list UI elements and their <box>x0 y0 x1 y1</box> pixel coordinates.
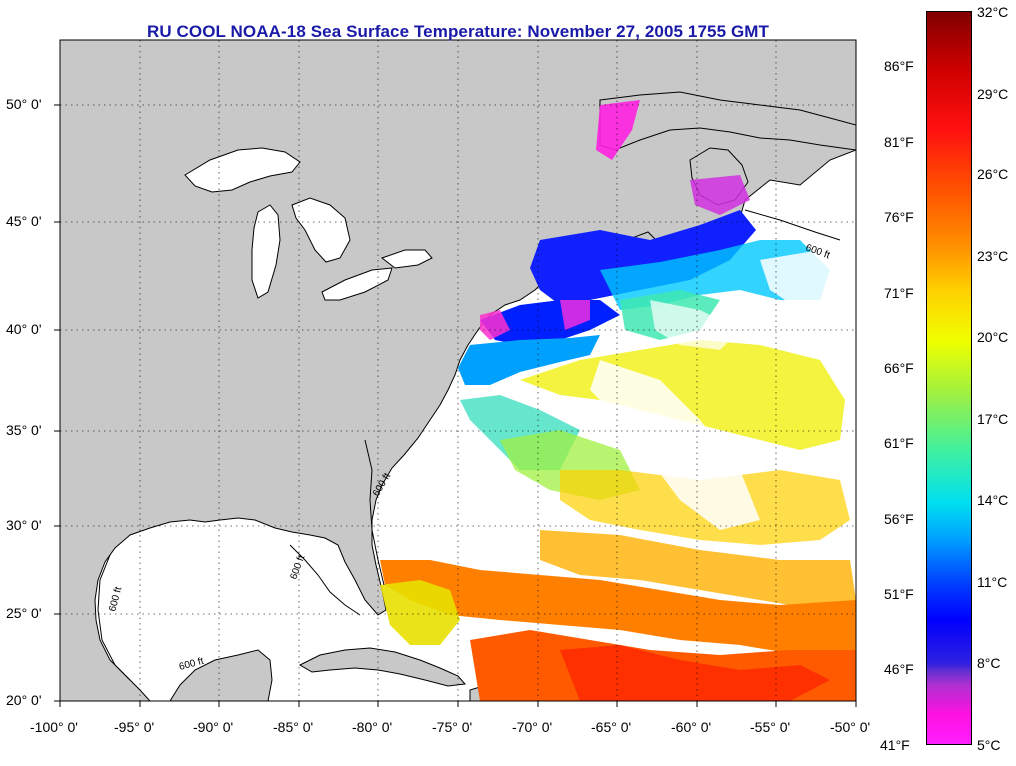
colorbar-fahrenheit-label: 81°F <box>884 134 914 150</box>
lake-superior <box>184 147 301 193</box>
colorbar-celsius-label: 32°C <box>977 4 1009 20</box>
x-tick-label: -70° 0' <box>512 719 553 735</box>
colorbar-fahrenheit-label: 86°F <box>884 58 914 74</box>
x-tick-label: -65° 0' <box>591 719 632 735</box>
temperature-colorbar <box>926 11 972 745</box>
y-tick-label: 30° 0' <box>6 517 42 533</box>
colorbar-celsius-label: 20°C <box>977 329 1009 345</box>
lake-michigan <box>251 204 281 299</box>
colorbar-celsius-label: 8°C <box>977 655 1001 671</box>
colorbar-celsius-label: 23°C <box>977 248 1009 264</box>
colorbar-fahrenheit-label: 76°F <box>884 209 914 225</box>
land-yucatan <box>169 649 273 701</box>
colorbar-celsius-label: 11°C <box>977 574 1008 590</box>
x-tick-label: -95° 0' <box>114 719 155 735</box>
y-tick-label: 20° 0' <box>6 692 42 708</box>
colorbar-fahrenheit-label: 56°F <box>884 511 914 527</box>
colorbar-fahrenheit-label: 61°F <box>884 435 914 451</box>
colorbar-fahrenheit-label: 41°F <box>880 737 910 753</box>
x-tick-label: -100° 0' <box>30 719 78 735</box>
colorbar-fahrenheit-label: 51°F <box>884 586 914 602</box>
sst-data <box>380 100 856 701</box>
x-tick-label: -55° 0' <box>750 719 791 735</box>
x-tick-label: -80° 0' <box>352 719 393 735</box>
x-tick-label: -90° 0' <box>193 719 234 735</box>
colorbar-celsius-label: 14°C <box>977 492 1009 508</box>
y-tick-label: 40° 0' <box>6 321 42 337</box>
lake-ontario <box>380 249 433 269</box>
colorbar-celsius-label: 17°C <box>977 411 1009 427</box>
tick-marks <box>54 104 857 707</box>
x-tick-label: -60° 0' <box>671 719 712 735</box>
y-tick-label: 25° 0' <box>6 605 42 621</box>
lake-erie <box>321 267 393 301</box>
depth-contours <box>97 209 841 681</box>
map-title: RU COOL NOAA-18 Sea Surface Temperature:… <box>146 22 770 41</box>
colorbar-fahrenheit-label: 71°F <box>884 285 914 301</box>
y-tick-label: 50° 0' <box>6 96 42 112</box>
grid-lines <box>60 40 856 701</box>
colorbar-fahrenheit-label: 46°F <box>884 661 914 677</box>
x-tick-label: -50° 0' <box>830 719 871 735</box>
land-cuba <box>298 647 467 687</box>
land-labrador <box>599 91 856 151</box>
x-tick-label: -85° 0' <box>273 719 314 735</box>
y-tick-label: 35° 0' <box>6 422 42 438</box>
y-tick-label: 45° 0' <box>6 213 42 229</box>
x-tick-label: -75° 0' <box>432 719 473 735</box>
colorbar-celsius-label: 5°C <box>977 737 1001 753</box>
lake-huron <box>291 197 351 263</box>
colorbar-celsius-label: 29°C <box>977 86 1009 102</box>
colorbar-celsius-label: 26°C <box>977 166 1009 182</box>
colorbar-fahrenheit-label: 66°F <box>884 360 914 376</box>
